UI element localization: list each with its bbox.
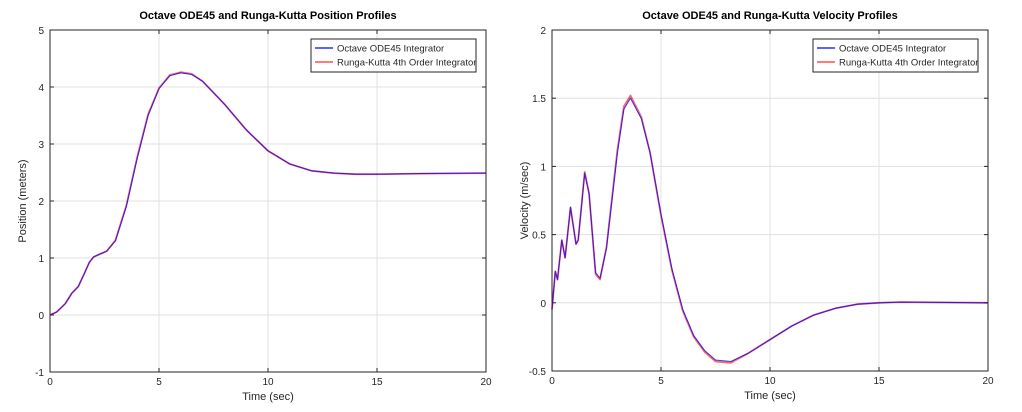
legend-label: Octave ODE45 Integrator	[337, 44, 444, 55]
x-tick-label: 10	[764, 376, 776, 387]
legend-label: Runga-Kutta 4th Order Integrator	[337, 58, 476, 69]
x-tick-label: 5	[658, 376, 664, 387]
y-tick-label: 4	[38, 83, 44, 94]
x-tick-label: 0	[47, 377, 53, 388]
y-tick-label: 0	[38, 311, 44, 322]
legend-box	[310, 38, 477, 73]
y-tick-label: 1	[540, 162, 546, 173]
x-tick-label: 5	[156, 377, 162, 388]
x-tick-label: 20	[480, 377, 492, 388]
x-tick-label: 0	[549, 376, 555, 387]
legend: Octave ODE45 Integrator Runga-Kutta 4th O…	[812, 38, 979, 73]
x-tick-label: 10	[262, 377, 274, 388]
series-line-ode45	[551, 97, 989, 363]
legend: Octave ODE45 Integrator Runga-Kutta 4th O…	[310, 38, 477, 73]
x-axis-label: Time (sec)	[744, 390, 796, 402]
y-tick-label: -0.5	[529, 367, 547, 378]
legend-box	[812, 38, 979, 73]
series-line-ode45	[49, 72, 487, 316]
y-tick-label: 0	[540, 299, 546, 310]
y-tick-label: 2	[540, 26, 546, 37]
legend-label: Octave ODE45 Integrator	[839, 44, 946, 55]
y-axis-label: Velocity (m/sec)	[519, 162, 531, 240]
y-tick-label: 0.5	[532, 231, 546, 242]
chart-title: Octave ODE45 and Runga-Kutta Position Pr…	[139, 10, 396, 22]
y-tick-label: 2	[38, 197, 44, 208]
y-tick-label: 1.5	[532, 94, 546, 105]
y-tick-label: 1	[38, 254, 44, 265]
x-tick-label: 20	[982, 376, 994, 387]
y-tick-label: 5	[38, 26, 44, 37]
chart-title: Octave ODE45 and Runga-Kutta Velocity Pr…	[642, 10, 898, 22]
y-axis-label: Position (meters)	[17, 159, 29, 242]
x-axis-label: Time (sec)	[242, 391, 294, 403]
x-tick-label: 15	[371, 377, 383, 388]
y-tick-label: 3	[38, 140, 44, 151]
y-tick-label: -1	[35, 368, 44, 379]
legend-label: Runga-Kutta 4th Order Integrator	[839, 58, 978, 69]
x-tick-label: 15	[873, 376, 885, 387]
